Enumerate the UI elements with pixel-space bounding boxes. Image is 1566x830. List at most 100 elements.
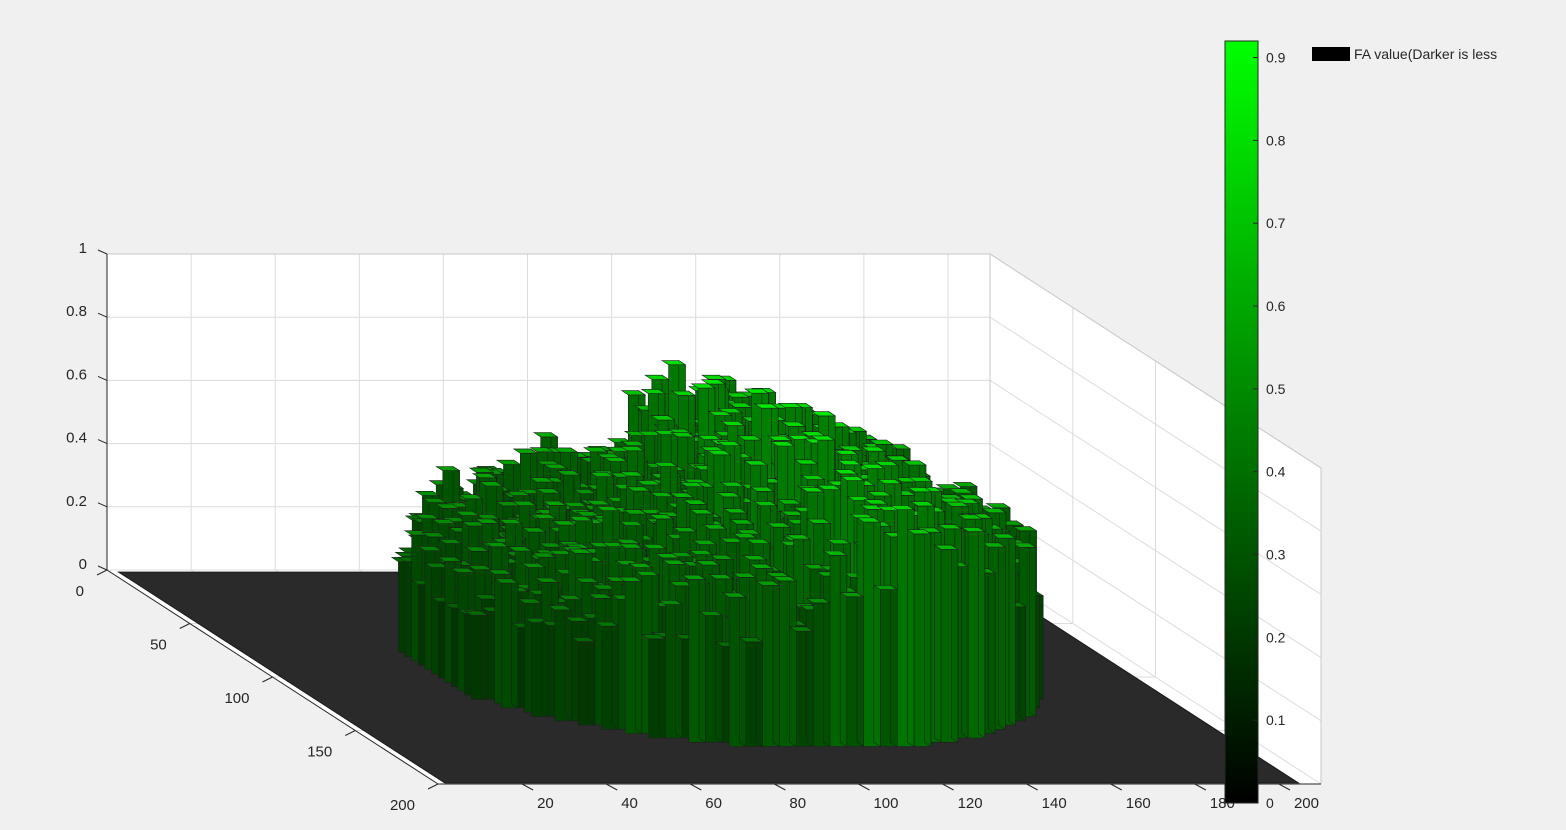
bar-top [589, 472, 615, 478]
data-bar [855, 517, 882, 748]
bar-top [670, 390, 697, 396]
bar-top [901, 460, 927, 466]
bar-top [722, 508, 749, 514]
bar-top [619, 471, 645, 477]
bar-side [823, 598, 831, 748]
z-tick-label: 0.2 [66, 493, 87, 510]
bar-top [670, 432, 696, 438]
bar-top [468, 467, 495, 473]
col-tick-label: 160 [1126, 795, 1151, 812]
bar-top [873, 461, 900, 467]
bar-top [688, 509, 715, 515]
col-tick-label: 100 [873, 795, 898, 812]
bar-top [863, 499, 889, 505]
bar-top [474, 514, 501, 520]
bar-top [937, 524, 963, 530]
bar-top [471, 473, 498, 479]
bar-top [729, 519, 755, 525]
bar-top [825, 539, 852, 545]
bar-side [890, 584, 898, 748]
bar-top [833, 449, 860, 455]
bar-top [732, 533, 758, 539]
bar-top [650, 415, 676, 421]
bar-top [981, 508, 1007, 514]
bar-side [806, 626, 814, 748]
bar-top [716, 441, 742, 447]
bar-top [741, 555, 768, 561]
bar-top [860, 463, 886, 469]
bar-top [907, 476, 934, 482]
data-bar [547, 605, 573, 722]
colorbar-tick-label: 0.9 [1266, 50, 1286, 66]
bar-side [998, 542, 1006, 730]
bar-top [567, 548, 594, 554]
bar-top [991, 533, 1017, 539]
bar-top [697, 610, 724, 616]
bar-top [625, 486, 652, 492]
bar-top [649, 492, 675, 498]
bar-top [434, 503, 461, 509]
bar-top [884, 455, 911, 461]
bar-top [547, 605, 573, 611]
bar-top [458, 494, 484, 500]
bar-side [789, 576, 797, 748]
row-tick-mark [179, 623, 190, 629]
col-tick-mark [690, 783, 702, 791]
data-bar [960, 526, 986, 739]
data-bar [721, 592, 747, 748]
row-tick-mark [96, 569, 108, 576]
bar-top [627, 562, 654, 568]
bar-top [771, 576, 798, 582]
legend-label: FA value(Darker is less [1354, 46, 1498, 62]
bar-top [860, 446, 887, 452]
bar-top [765, 522, 792, 528]
bar-side [634, 576, 643, 735]
colorbar-gradient [1224, 40, 1259, 804]
bar-top [531, 513, 557, 519]
col-tick-label: 120 [958, 795, 983, 812]
bar-top [679, 482, 705, 488]
bar-top [528, 477, 555, 483]
bar-side [738, 592, 747, 748]
colorbar-tick-label: 0.8 [1266, 132, 1286, 148]
row-tick-mark [262, 676, 273, 683]
bar-top [694, 560, 721, 566]
bar-side [675, 599, 683, 739]
colorbar-tick-label: 0.5 [1266, 381, 1286, 397]
colorbar-tick-label: 0.1 [1266, 712, 1286, 728]
bar-top [493, 578, 520, 584]
data-bar [738, 637, 764, 748]
bar-top [957, 514, 983, 520]
row-axis-line [106, 569, 439, 785]
bar-top [706, 450, 732, 456]
z-tick-label: 0 [79, 556, 87, 573]
bar-top [682, 499, 708, 505]
bar-top [533, 577, 560, 583]
bar-side [755, 637, 764, 748]
bar-top [980, 542, 1007, 548]
bar-top [708, 574, 734, 580]
bar-top [555, 470, 582, 476]
bar-top [1011, 526, 1038, 532]
col-tick-label: 200 [1294, 795, 1319, 812]
bar-top [810, 411, 837, 417]
bar-top [985, 503, 1012, 509]
bar-top [691, 539, 718, 545]
bar-top [866, 491, 893, 497]
z-tick-label: 1 [79, 240, 87, 257]
bar-side [950, 544, 959, 743]
colorbar-tick-label: 0.2 [1266, 629, 1286, 645]
bar-top [906, 487, 933, 493]
data-bar [889, 504, 916, 748]
col-tick-mark [858, 783, 870, 791]
colorbar-tick-label: 0.7 [1266, 215, 1286, 231]
bar-top [855, 517, 882, 523]
bar-top [876, 479, 903, 485]
col-tick-mark [1194, 783, 1207, 791]
bar-top [641, 543, 667, 549]
data-bar [617, 576, 643, 735]
bar-top [701, 374, 727, 380]
colorbar-tick-label: 0 [1266, 795, 1274, 811]
bar-top [414, 514, 440, 520]
bar-top [511, 500, 538, 506]
